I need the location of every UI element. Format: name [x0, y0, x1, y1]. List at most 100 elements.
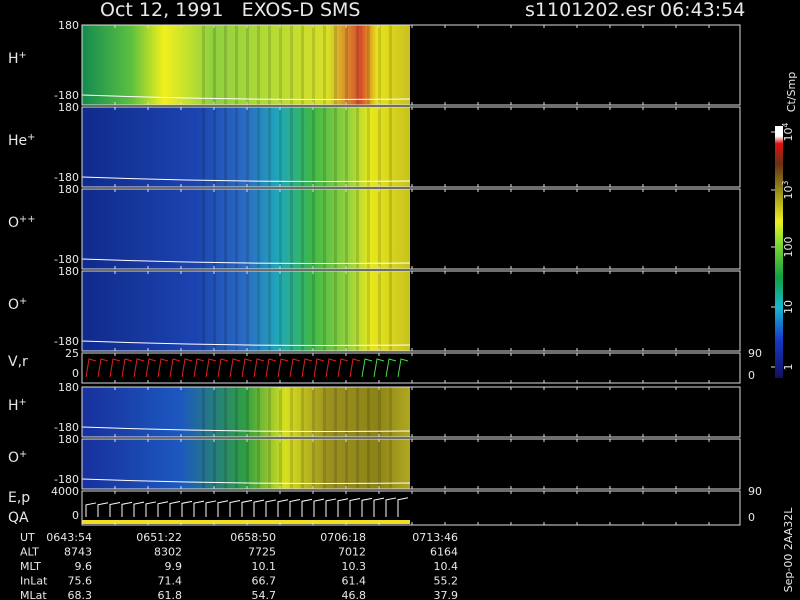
spectrogram-stripe [279, 25, 282, 105]
colorbar-label-sup: 4 [781, 122, 790, 127]
spectrogram-stripe [367, 107, 370, 187]
spectrogram-stripe [235, 107, 238, 187]
spectrogram-stripe [268, 387, 271, 437]
y-tick-label: -180 [54, 253, 79, 266]
spectrogram-stripe [268, 189, 271, 269]
spectrogram-stripe [224, 387, 227, 437]
spectrogram-stripe [389, 387, 392, 437]
panel-label-sup: ++ [19, 214, 35, 225]
spectrogram-stripe [202, 271, 205, 351]
trace [81, 176, 411, 182]
y-tick-label: 25 [65, 347, 79, 360]
spectrogram-stripe [312, 107, 315, 187]
spectrogram-stripe [301, 25, 304, 105]
colorbar-label: 103 [781, 180, 796, 199]
spectrogram [82, 107, 410, 187]
spectrogram-stripe [378, 387, 381, 437]
panel-label: O+ [8, 449, 27, 467]
spectrogram [82, 271, 410, 351]
panel-frame [81, 386, 741, 438]
spectrogram-stripe [367, 387, 370, 437]
velocity-trace [133, 358, 145, 378]
spectrogram-stripe [213, 387, 216, 437]
panel-label-base: H [8, 51, 19, 67]
spectrogram-stripe [290, 439, 293, 489]
spectrogram-stripe [356, 25, 359, 105]
y2-tick-label: 90 [748, 485, 762, 498]
panel-frame [81, 106, 741, 188]
time: 06:43:54 [660, 0, 745, 21]
spectrogram-stripe [345, 439, 348, 489]
spectrogram-stripe [268, 25, 271, 105]
spectrogram-stripe [323, 387, 326, 437]
row-value: 7725 [248, 546, 276, 559]
colorbar-label-base: 10 [782, 300, 795, 314]
panel-label: QA [8, 510, 29, 526]
spectrogram-stripe [389, 107, 392, 187]
colorbar-label: 10 [782, 300, 795, 314]
spectrogram-stripe [213, 439, 216, 489]
energy-trace [325, 498, 337, 517]
spectrogram-stripe [367, 189, 370, 269]
spectrogram-stripe [301, 189, 304, 269]
spectrogram-stripe [202, 25, 205, 105]
row-value: 37.9 [434, 589, 459, 600]
trace [81, 426, 411, 432]
spectrogram-stripe [345, 271, 348, 351]
energy-trace [241, 499, 253, 517]
spectrogram-stripe [356, 439, 359, 489]
trace [81, 340, 411, 346]
colorbar-label-base: 100 [782, 237, 795, 258]
y-tick-label: 180 [58, 265, 79, 278]
energy-trace [253, 499, 265, 517]
energy-trace [217, 500, 229, 517]
spectrogram-stripe [367, 271, 370, 351]
spectrogram-stripe [213, 25, 216, 105]
spectrogram-stripe [323, 271, 326, 351]
row-label: MLat [20, 589, 47, 600]
colorbar-unit: Ct/Smp [785, 72, 798, 112]
panel-label-sup: + [27, 132, 35, 143]
row-value: 0658:50 [230, 531, 276, 544]
velocity-trace [301, 358, 313, 378]
velocity-trace [397, 358, 409, 378]
panel-label: E,p [8, 490, 30, 506]
y2-tick-label: 0 [748, 511, 755, 524]
energy-trace [85, 502, 97, 517]
y-tick-label: 4000 [51, 485, 79, 498]
row-value: 0651:22 [136, 531, 182, 544]
colorbar-label: 104 [781, 122, 796, 141]
row-value: 8743 [64, 546, 92, 559]
velocity-trace [145, 358, 157, 378]
panel-frame [81, 438, 741, 490]
panel-frame [81, 24, 741, 106]
spectrogram-stripe [290, 25, 293, 105]
spectrogram-stripe [213, 189, 216, 269]
spectrogram-stripe [345, 25, 348, 105]
energy-trace [385, 497, 397, 517]
energy-trace [145, 501, 157, 517]
row-label: ALT [20, 546, 39, 559]
row-value: 10.3 [342, 560, 367, 573]
spectrogram-stripe [246, 387, 249, 437]
trace [81, 258, 411, 264]
spectrogram-stripe [367, 25, 370, 105]
panel-label-base: H [8, 398, 19, 414]
velocity-trace [277, 358, 289, 378]
y-tick-label: 0 [72, 367, 79, 380]
spectrogram-stripe [378, 271, 381, 351]
spectrogram-stripe [268, 107, 271, 187]
spectrogram-stripe [257, 439, 260, 489]
panel-label-base: E,p [8, 490, 30, 506]
y-tick-label: -180 [54, 421, 79, 434]
velocity-trace [265, 358, 277, 378]
spectrogram-stripe [389, 25, 392, 105]
velocity-trace [205, 358, 217, 378]
velocity-trace [253, 358, 265, 378]
spectrogram-stripe [246, 439, 249, 489]
colorbar-label-sup: 3 [781, 180, 790, 185]
velocity-trace [337, 358, 349, 378]
row-value: 9.9 [165, 560, 183, 573]
row-value: 54.7 [252, 589, 277, 600]
